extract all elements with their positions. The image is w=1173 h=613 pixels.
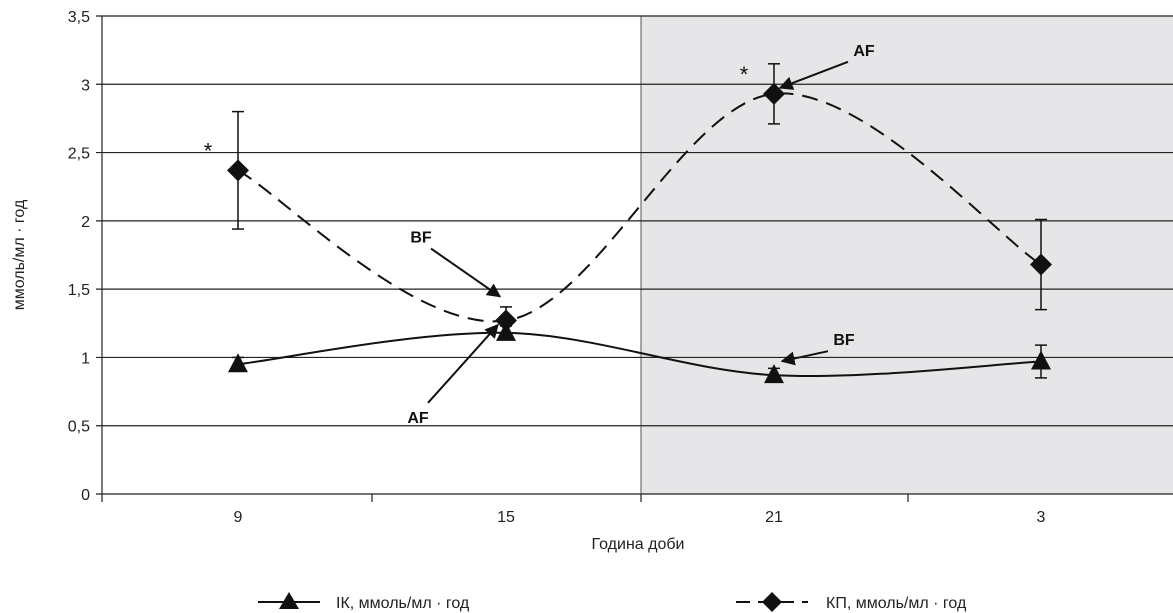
y-tick-label: 0 (81, 487, 90, 504)
x-tick-label: 9 (234, 509, 243, 526)
annotation-label: AF (407, 410, 429, 427)
x-tick-label: 15 (497, 509, 515, 526)
x-tick-label: 3 (1037, 509, 1046, 526)
data-point-triangle (1031, 350, 1051, 370)
x-tick-label: 21 (765, 509, 783, 526)
significance-mark: * (204, 138, 213, 163)
series-line-0 (237, 331, 1042, 378)
legend-triangle-icon (279, 592, 299, 609)
legend-label-kp: КП, ммоль/мл · год (826, 595, 967, 612)
annotation-arrow (427, 323, 499, 404)
legend-diamond-icon (762, 592, 782, 612)
y-tick-label: 1,5 (68, 282, 90, 299)
y-tick-label: 3 (81, 77, 90, 94)
annotation-arrow (778, 60, 849, 90)
annotations: AF BF AF BF * * (204, 43, 875, 427)
data-point-diamond (1030, 253, 1052, 276)
data-point-diamond (495, 309, 517, 332)
y-tick-label: 3,5 (68, 9, 90, 26)
x-axis: 9 15 21 3 (101, 494, 1046, 526)
grid (96, 15, 1173, 495)
shaded-night-region (641, 16, 1173, 494)
annotation-arrow (780, 350, 829, 366)
y-tick-label: 0,5 (68, 419, 90, 436)
y-axis-label: ммоль/мл · год (11, 199, 28, 310)
y-tick-label: 2,5 (68, 146, 90, 163)
annotation-label: BF (833, 332, 855, 349)
data-point-triangle (228, 353, 248, 373)
x-axis-label: Година доби (592, 536, 685, 553)
y-tick-label: 2 (81, 214, 90, 231)
legend-label-ik: ІК, ммоль/мл · год (336, 595, 470, 612)
series-line-1 (237, 92, 1042, 323)
data-point-diamond (227, 159, 249, 182)
annotation-label: AF (853, 43, 875, 60)
y-tick-label: 1 (81, 350, 90, 367)
significance-mark: * (740, 62, 749, 87)
annotation-label: BF (410, 230, 432, 247)
annotation-arrow (430, 247, 502, 298)
y-axis: 0 0,5 1 1,5 2 2,5 3 3,5 (68, 9, 103, 504)
data-point-triangle (764, 364, 784, 384)
legend: ІК, ммоль/мл · год КП, ммоль/мл · год (258, 592, 967, 612)
